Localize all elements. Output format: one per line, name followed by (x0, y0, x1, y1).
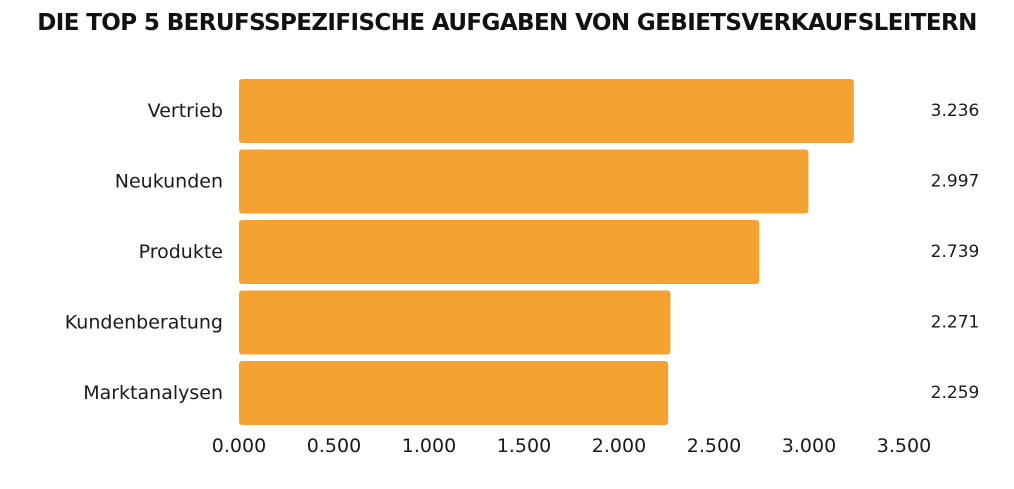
value-label: 2.739 (931, 242, 980, 262)
x-tick-label: 0.000 (212, 435, 266, 457)
x-tick-label: 2.500 (687, 435, 741, 457)
chart-title: DIE TOP 5 BERUFSSPEZIFISCHE AUFGABEN VON… (37, 10, 977, 36)
x-tick-label: 3.000 (782, 435, 836, 457)
category-label: Produkte (139, 241, 223, 263)
value-label: 2.997 (931, 172, 980, 192)
value-label: 3.236 (931, 101, 980, 121)
bars-layer (239, 79, 854, 425)
x-tick-label: 2.000 (592, 435, 646, 457)
value-label: 2.271 (931, 313, 980, 333)
bar-neukunden (239, 149, 809, 214)
bar-produkte (239, 220, 760, 284)
bar-kundenberatung (239, 290, 671, 355)
category-label: Neukunden (115, 171, 223, 193)
x-tick-label: 1.500 (497, 435, 551, 457)
category-labels: Vertrieb Neukunden Produkte Kundenberatung M… (65, 100, 223, 404)
category-label: Vertrieb (148, 100, 223, 122)
bar-vertrieb (239, 79, 854, 143)
x-tick-label: 3.500 (877, 435, 931, 457)
x-tick-label: 0.500 (307, 435, 361, 457)
value-label: 2.259 (931, 383, 980, 403)
x-tick-label: 1.000 (402, 435, 456, 457)
category-label: Kundenberatung (65, 312, 223, 334)
category-label: Marktanalysen (83, 382, 223, 404)
value-labels: 3.236 2.997 2.739 2.271 2.259 (931, 101, 980, 403)
bar-marktanalysen (239, 361, 669, 425)
x-axis-ticks: 0.000 0.500 1.000 1.500 2.000 2.500 3.000 3.500 (212, 435, 931, 457)
